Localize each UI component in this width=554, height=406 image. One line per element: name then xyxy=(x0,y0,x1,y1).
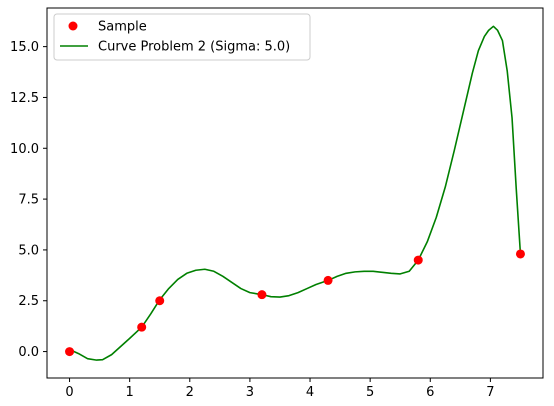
x-tick-label: 7 xyxy=(486,385,494,400)
x-tick-label: 4 xyxy=(306,385,314,400)
sample-point xyxy=(257,290,266,299)
legend-label: Curve Problem 2 (Sigma: 5.0) xyxy=(98,40,290,55)
y-tick-label: 5.0 xyxy=(18,243,39,258)
sample-point xyxy=(516,249,525,258)
x-tick-label: 0 xyxy=(65,385,73,400)
sample-point xyxy=(137,323,146,332)
y-tick-label: 15.0 xyxy=(10,40,39,55)
x-tick-label: 3 xyxy=(246,385,254,400)
legend-label: Sample xyxy=(98,20,147,35)
legend-marker-sample xyxy=(69,22,78,31)
x-tick-label: 6 xyxy=(426,385,434,400)
y-tick-label: 12.5 xyxy=(10,91,39,106)
x-tick-label: 5 xyxy=(366,385,374,400)
y-tick-label: 2.5 xyxy=(18,294,39,309)
sample-point xyxy=(414,256,423,265)
y-tick-label: 7.5 xyxy=(18,193,39,208)
y-tick-label: 0.0 xyxy=(18,345,39,360)
x-tick-label: 1 xyxy=(126,385,134,400)
sample-point xyxy=(65,347,74,356)
y-tick-label: 10.0 xyxy=(10,142,39,157)
legend: Sample Curve Problem 2 (Sigma: 5.0) xyxy=(54,14,310,60)
sample-point xyxy=(155,296,164,305)
sample-point xyxy=(324,276,333,285)
x-tick-label: 2 xyxy=(186,385,194,400)
